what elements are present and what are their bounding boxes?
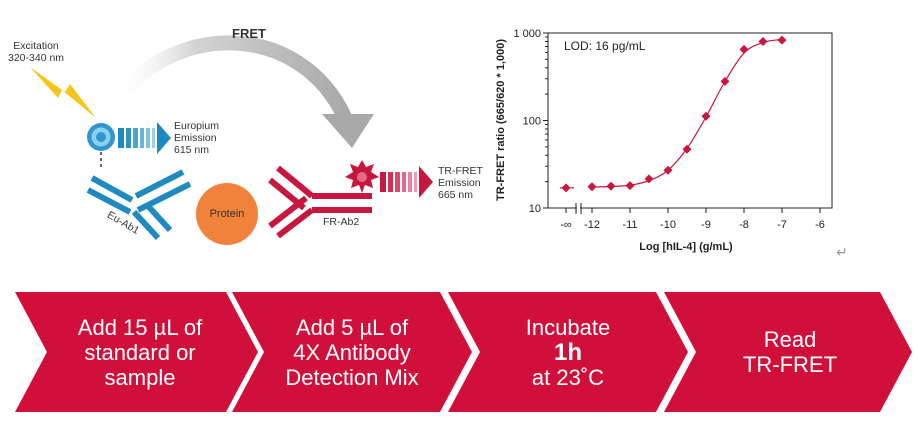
dose-response-chart: LOD: 16 pg/mL 10 100 1 000 -∞ -12 -11 -10 -9 -8…	[495, 28, 833, 253]
fit-curve	[560, 38, 783, 189]
lod-annotation: LOD: 16 pg/mL	[564, 39, 646, 53]
lightning-icon	[30, 67, 96, 118]
fr-ab2-label: FR-Ab2	[323, 216, 360, 228]
data-point	[644, 174, 654, 184]
protein-label: Protein	[209, 208, 245, 220]
trfret-emission-arrow	[380, 166, 433, 198]
step-4-chevron	[664, 292, 912, 412]
europium-emission-arrow	[118, 122, 171, 154]
data-point	[587, 182, 597, 192]
x-ticks: -∞ -12 -11 -10 -9 -8 -7 -6	[560, 208, 825, 231]
step-3-text: Incubate 1h at 23˚C	[525, 315, 611, 390]
acceptor-star-icon	[345, 160, 379, 193]
x-tick-label: -7	[777, 219, 787, 231]
step-3-chevron	[448, 292, 688, 412]
data-point	[606, 181, 616, 191]
fr-antibody-icon	[268, 165, 372, 239]
process-chevrons	[15, 292, 912, 412]
data-point	[739, 44, 749, 54]
data-point	[701, 111, 711, 121]
europium-emission-label: Europium Emission 615 nm	[174, 120, 219, 156]
fret-diagram	[30, 35, 433, 245]
data-point	[682, 144, 692, 154]
y-ticks: 10 100 1 000	[513, 28, 548, 215]
data-point	[758, 36, 768, 46]
return-symbol: ↵	[836, 244, 848, 260]
eu-antibody-icon	[86, 169, 192, 241]
blank-data-point	[561, 183, 571, 193]
data-point	[663, 165, 673, 175]
y-axis-title: TR-FRET ratio (665/620 * 1,000)	[495, 39, 507, 201]
data-point	[625, 181, 635, 191]
x-tick-label: -11	[622, 219, 637, 231]
fit-curve-line	[591, 38, 783, 188]
step-4-text: Read TR-FRET	[742, 327, 838, 377]
y-tick-label: 100	[523, 116, 541, 128]
data-point	[720, 76, 730, 86]
x-tick-label: -8	[739, 219, 749, 231]
step-1-chevron	[15, 292, 258, 412]
trfret-emission-label: TR-FRET Emission 665 nm	[438, 165, 483, 201]
fret-arrow	[105, 35, 374, 148]
fret-label: FRET	[232, 26, 266, 41]
excitation-label: Excitation 320-340 nm	[8, 40, 65, 64]
x-axis-break	[575, 203, 582, 214]
step-2-chevron	[232, 292, 472, 412]
x-tick-label: -10	[660, 219, 676, 231]
europium-donor-icon	[87, 123, 115, 170]
step-1-text: Add 15 µL of standard or sample	[77, 315, 203, 390]
plot-frame	[547, 32, 833, 209]
protein-icon	[196, 183, 258, 245]
x-tick-label: -9	[701, 219, 711, 231]
data-points	[561, 35, 787, 193]
x-tick-label: -12	[584, 219, 600, 231]
step-2-text: Add 5 µL of 4X Antibody Detection Mix	[285, 315, 419, 390]
x-tick-label: -6	[815, 219, 825, 231]
y-tick-label: 1 000	[513, 28, 541, 40]
x-tick-label: -∞	[560, 219, 572, 231]
y-tick-label: 10	[529, 203, 541, 215]
x-axis-title: Log [hIL-4] (g/mL)	[639, 241, 733, 253]
data-point	[777, 35, 787, 45]
